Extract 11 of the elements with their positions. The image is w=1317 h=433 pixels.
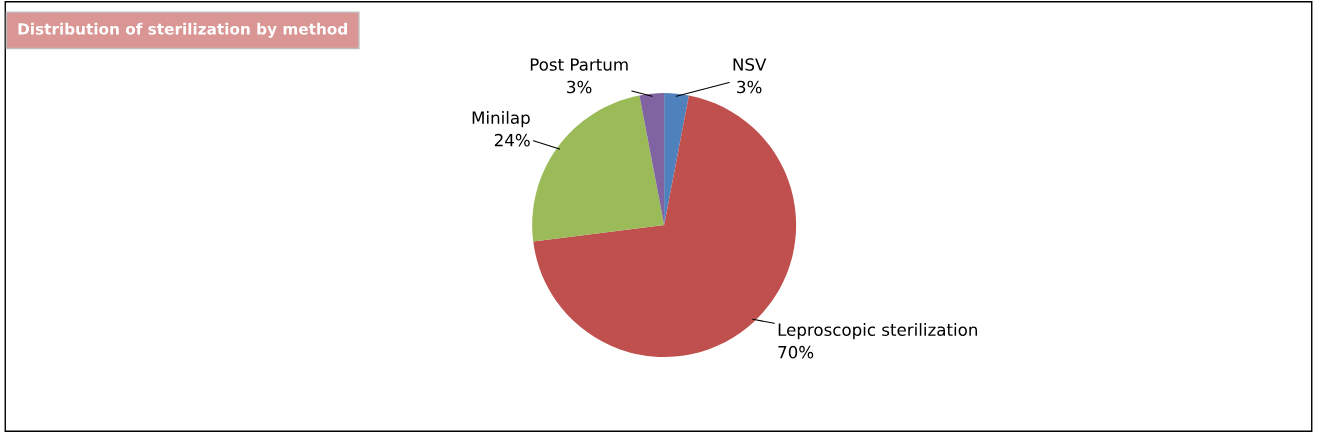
data-label: 3% xyxy=(737,80,762,94)
slice-label: Post Partum xyxy=(530,58,628,71)
text: Distribution of sterilization by method xyxy=(18,22,347,38)
slice-label: Leproscopic sterilization xyxy=(778,323,977,340)
data-label: 70% xyxy=(778,345,814,359)
slice-label: Minilap xyxy=(472,111,530,128)
pie-slice xyxy=(664,93,689,226)
data-label: 24% xyxy=(494,133,530,147)
pie-slice xyxy=(532,95,665,242)
data-label: 3% xyxy=(567,80,592,94)
slice-label: NSV xyxy=(733,58,767,71)
